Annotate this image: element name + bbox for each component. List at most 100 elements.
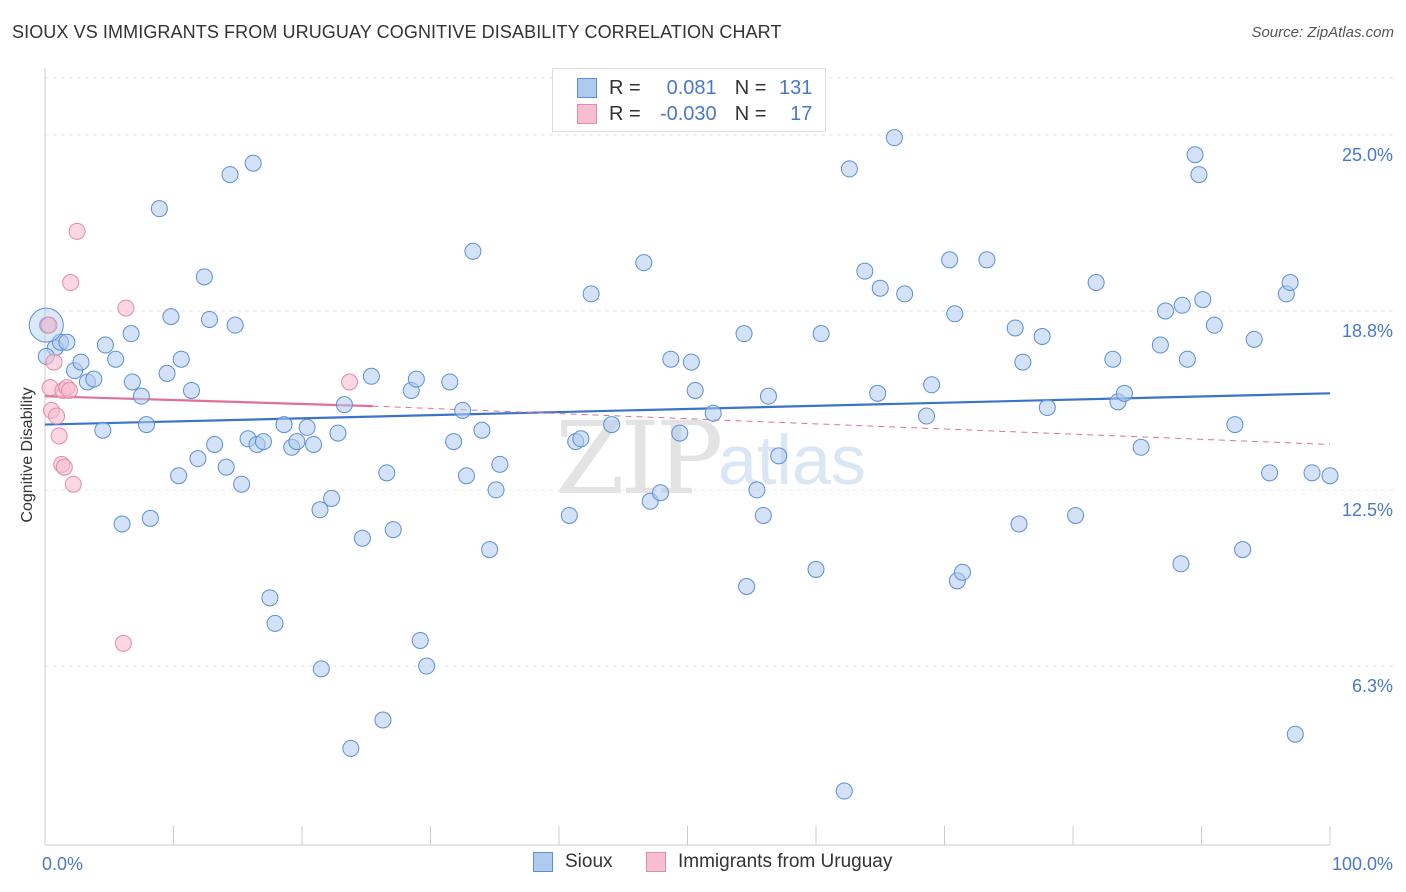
- uruguay-point: [341, 373, 359, 391]
- sioux-point: [1234, 541, 1252, 559]
- sioux-point: [217, 458, 235, 476]
- sioux-point: [206, 435, 224, 453]
- sioux-point: [312, 660, 330, 678]
- sioux-point: [1157, 302, 1175, 320]
- sioux-point: [1014, 353, 1032, 371]
- sioux-point: [85, 370, 103, 388]
- uruguay-point: [117, 299, 135, 317]
- y-tick-label: 12.5%: [1342, 500, 1393, 520]
- sioux-point: [1226, 416, 1244, 434]
- y-tick-label: 18.8%: [1342, 321, 1393, 341]
- sioux-point: [407, 370, 425, 388]
- series-sioux-points: [28, 129, 1339, 800]
- sioux-point: [141, 509, 159, 527]
- sioux-point: [1321, 467, 1339, 485]
- sioux-point: [835, 782, 853, 800]
- sioux-point: [323, 489, 341, 507]
- uruguay-point: [64, 475, 82, 493]
- legend-item-uruguay: Immigrants from Uruguay: [646, 851, 892, 873]
- sioux-point: [662, 350, 680, 368]
- sioux-point: [738, 577, 756, 595]
- sioux-point: [122, 325, 140, 343]
- sioux-point: [1151, 336, 1169, 354]
- series-uruguay-points: [40, 222, 359, 652]
- sioux-point: [233, 475, 251, 493]
- sioux-point: [869, 384, 887, 402]
- sioux-point: [885, 129, 903, 147]
- uruguay-point: [114, 634, 132, 652]
- legend-r-label: R =: [609, 76, 641, 99]
- sioux-point: [1281, 274, 1299, 292]
- legend-item-sioux: Sioux: [533, 851, 613, 873]
- sioux-point: [72, 353, 90, 371]
- legend-swatch-uruguay: [577, 104, 597, 124]
- sioux-point: [770, 447, 788, 465]
- sioux-point: [374, 711, 392, 729]
- sioux-point: [182, 381, 200, 399]
- sioux-point: [896, 285, 914, 303]
- sioux-point: [1104, 350, 1122, 368]
- sioux-point: [1245, 330, 1263, 348]
- sioux-point: [735, 325, 753, 343]
- sioux-point: [1115, 384, 1133, 402]
- legend-n-label: N =: [734, 76, 767, 99]
- sioux-point: [1194, 291, 1212, 309]
- sioux-point: [342, 739, 360, 757]
- sioux-point: [221, 166, 239, 184]
- correlation-legend: R = 0.081 N = 131 R = -0.030 N = 17: [552, 68, 826, 132]
- legend-row-uruguay: R = -0.030 N = 17: [577, 101, 812, 127]
- legend-label-uruguay: Immigrants from Uruguay: [678, 851, 893, 872]
- sioux-point: [1010, 515, 1028, 533]
- sioux-point: [378, 464, 396, 482]
- sioux-point: [123, 373, 141, 391]
- sioux-point: [298, 418, 316, 436]
- sioux-point: [94, 421, 112, 439]
- sioux-point: [603, 416, 621, 434]
- sioux-point: [748, 481, 766, 499]
- sioux-point: [362, 367, 380, 385]
- sioux-point: [1178, 350, 1196, 368]
- sioux-point: [635, 254, 653, 272]
- sioux-point: [686, 381, 704, 399]
- legend-swatch-sioux: [533, 852, 553, 872]
- sioux-point: [189, 450, 207, 468]
- uruguay-point: [48, 407, 66, 425]
- legend-swatch-uruguay: [646, 852, 666, 872]
- sioux-point: [582, 285, 600, 303]
- sioux-point: [288, 433, 306, 451]
- sioux-point: [454, 401, 472, 419]
- sioux-point: [978, 251, 996, 269]
- legend-r-value: -0.030: [659, 102, 717, 125]
- sioux-point: [418, 657, 436, 675]
- sioux-point: [441, 373, 459, 391]
- axis-ticks: [44, 826, 1331, 845]
- legend-n-label: N =: [734, 102, 767, 125]
- uruguay-point: [40, 316, 58, 334]
- sioux-point: [491, 455, 509, 473]
- trend-lines: [44, 392, 1331, 445]
- sioux-point: [840, 160, 858, 178]
- uruguay-point: [62, 274, 80, 292]
- uruguay-point: [68, 222, 86, 240]
- uruguay-point: [60, 381, 78, 399]
- sioux-point: [1303, 464, 1321, 482]
- uruguay-trend-line-solid: [44, 395, 373, 408]
- y-tick-label: 25.0%: [1342, 145, 1393, 165]
- sioux-point: [652, 484, 670, 502]
- sioux-point: [1261, 464, 1279, 482]
- sioux-point: [671, 424, 689, 442]
- sioux-point: [200, 310, 218, 328]
- watermark-atlas: atlas: [718, 421, 866, 499]
- legend-n-value: 131: [779, 76, 813, 99]
- uruguay-point: [50, 427, 68, 445]
- sioux-point: [1286, 725, 1304, 743]
- sioux-point: [704, 404, 722, 422]
- sioux-point: [560, 506, 578, 524]
- chart-title: SIOUX VS IMMIGRANTS FROM URUGUAY COGNITI…: [12, 22, 782, 42]
- sioux-point: [946, 305, 964, 323]
- source-label: Source: ZipAtlas.com: [1251, 24, 1394, 41]
- sioux-point: [1173, 296, 1191, 314]
- sioux-point: [871, 279, 889, 297]
- sioux-trend-line: [44, 392, 1331, 426]
